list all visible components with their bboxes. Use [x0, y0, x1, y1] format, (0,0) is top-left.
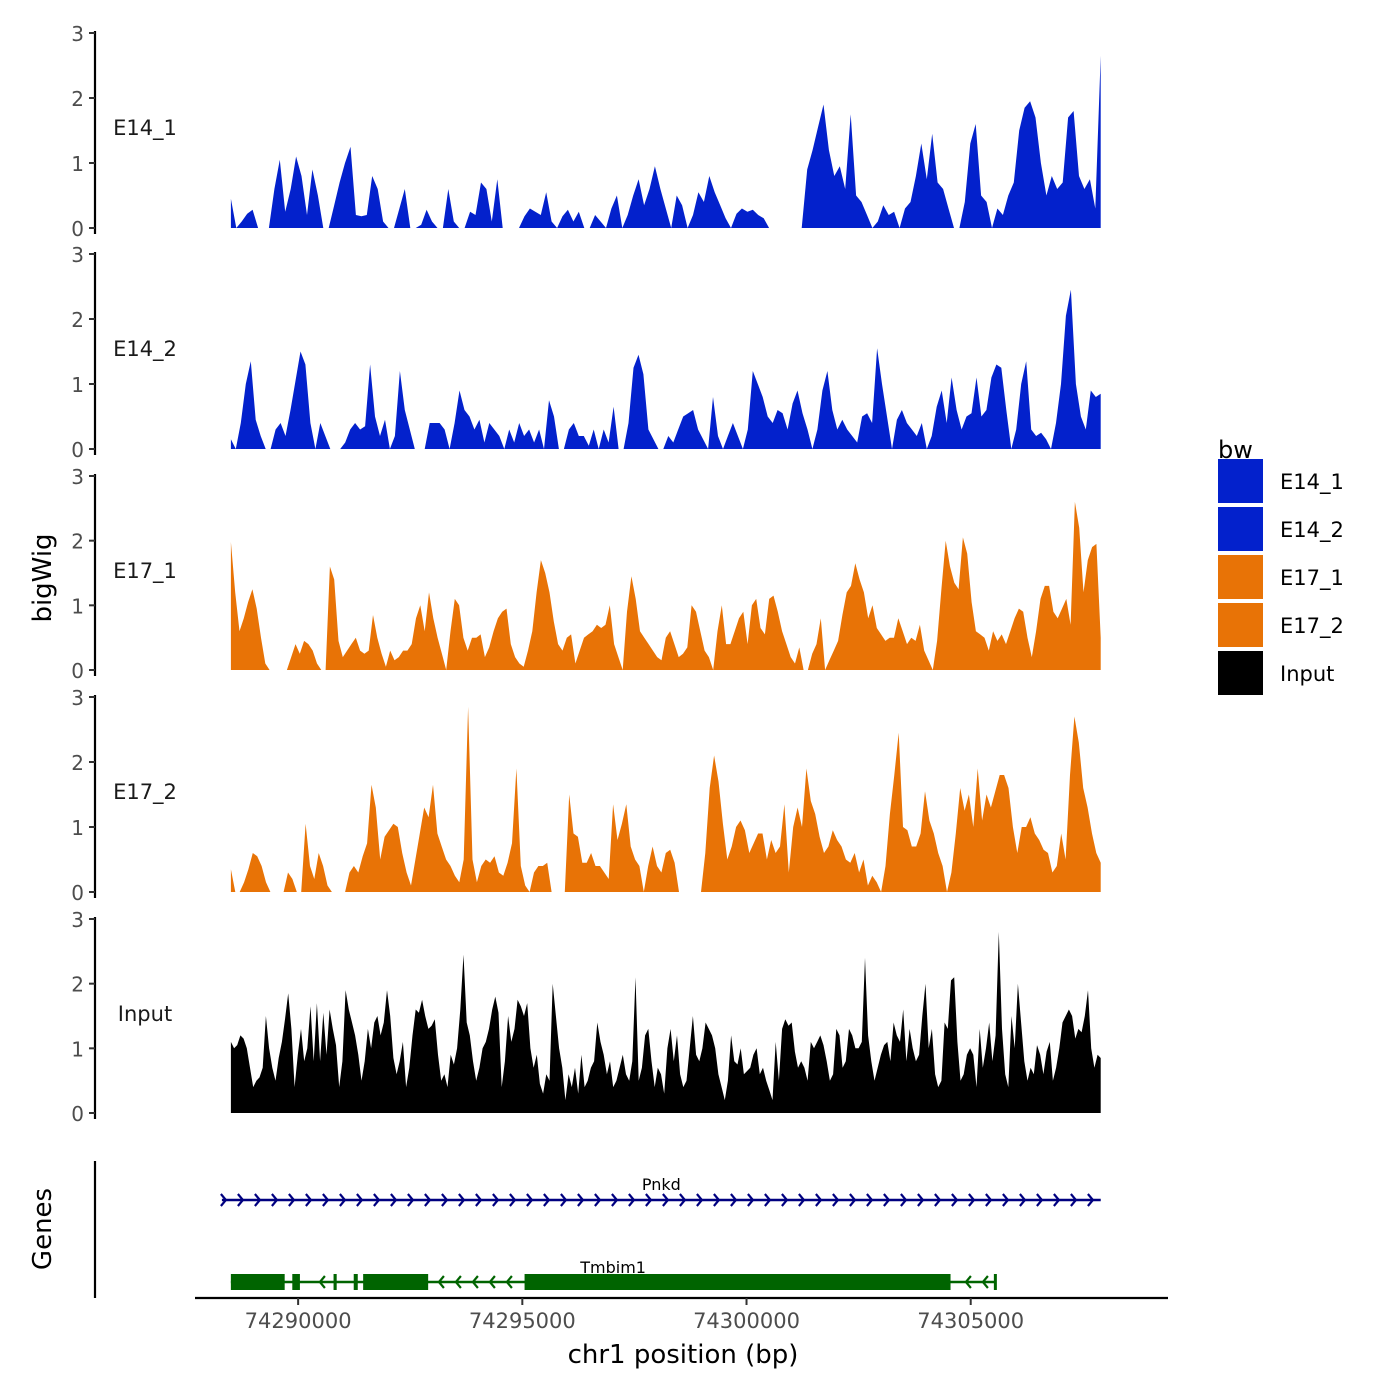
legend-label: E14_2	[1280, 518, 1344, 543]
x-tick-label: 74300000	[693, 1309, 800, 1333]
y-tick-label: 2	[71, 530, 84, 554]
legend-entry-Input: Input	[1218, 651, 1334, 695]
track-label: E17_2	[113, 780, 177, 805]
y-tick-label: 0	[71, 659, 84, 683]
gene-Pnkd: Pnkd	[220, 1175, 1101, 1207]
genes-axis-title: Genes	[28, 1188, 58, 1270]
legend-swatch	[1218, 651, 1263, 695]
y-tick-label: 0	[71, 438, 84, 462]
track-E17_1: 0 1 2 3 E17_1	[71, 465, 1101, 683]
coverage-tracks: 0 1 2 3 E14_1 0 1 2 3 E14_2 0 1 2 3 E17_1 0 1 2 3 E17_2 0 1 2 3…	[71, 22, 1101, 1126]
exon-block	[333, 1274, 337, 1290]
y-tick-label: 0	[71, 217, 84, 241]
strand-chevrons	[318, 1275, 989, 1289]
x-tick-label: 74295000	[469, 1309, 576, 1333]
track-label: E17_1	[113, 559, 177, 584]
coverage-area-E14_2	[230, 289, 1101, 449]
y-tick-label: 2	[71, 751, 84, 775]
y-tick-label: 3	[71, 465, 84, 489]
legend-entry-E14_1: E14_1	[1218, 459, 1344, 503]
legend-swatch	[1218, 459, 1263, 503]
legend-label: E14_1	[1280, 470, 1344, 495]
y-tick-label: 2	[71, 973, 84, 997]
coverage-area-Input	[230, 931, 1101, 1113]
x-axis-title: chr1 position (bp)	[568, 1340, 799, 1370]
y-tick-label: 1	[71, 816, 84, 840]
y-tick-label: 3	[71, 22, 84, 46]
legend-entry-E17_2: E17_2	[1218, 603, 1344, 647]
y-tick-label: 3	[71, 243, 84, 267]
legend-swatch	[1218, 555, 1263, 599]
gene-Tmbim1: Tmbim1	[230, 1258, 997, 1290]
y-tick-label: 1	[71, 373, 84, 397]
track-label: Input	[118, 1002, 172, 1026]
track-E14_2: 0 1 2 3 E14_2	[71, 243, 1101, 462]
coverage-area-E17_2	[230, 706, 1101, 892]
y-tick-label: 0	[71, 1102, 84, 1126]
y-tick-label: 3	[71, 908, 84, 932]
x-tick-label: 74290000	[245, 1309, 352, 1333]
legend-title: bw	[1218, 436, 1253, 464]
exon-block	[353, 1274, 358, 1290]
legend-label: Input	[1280, 662, 1334, 686]
y-tick-label: 2	[71, 87, 84, 111]
strand-chevrons	[220, 1193, 1095, 1207]
y-tick-label: 0	[71, 881, 84, 905]
track-label: E14_2	[113, 337, 177, 362]
y-tick-label: 1	[71, 594, 84, 618]
y-tick-label: 3	[71, 686, 84, 710]
y-tick-label: 2	[71, 308, 84, 332]
coverage-area-E14_1	[230, 55, 1101, 228]
x-axis: 74290000 74295000 74300000 74305000	[195, 1296, 1168, 1333]
legend-label: E17_2	[1280, 614, 1344, 639]
gene-label: Pnkd	[642, 1175, 681, 1194]
gene-label: Tmbim1	[579, 1258, 646, 1277]
gene-track: Pnkd Tmbim1	[93, 1161, 1101, 1298]
track-E17_2: 0 1 2 3 E17_2	[71, 686, 1101, 905]
legend-label: E17_1	[1280, 566, 1344, 591]
track-Input: 0 1 2 3 Input	[71, 908, 1101, 1126]
legend-entry-E17_1: E17_1	[1218, 555, 1344, 599]
exon-block	[363, 1274, 429, 1290]
legend: E14_1 E14_2 E17_1 E17_2 Input	[1218, 459, 1344, 695]
y-tick-label: 1	[71, 1037, 84, 1061]
legend-swatch	[1218, 507, 1263, 551]
x-tick-label: 74305000	[917, 1309, 1024, 1333]
legend-entry-E14_2: E14_2	[1218, 507, 1344, 551]
track-E14_1: 0 1 2 3 E14_1	[71, 22, 1101, 241]
exon-block	[230, 1274, 285, 1290]
exon-block	[524, 1274, 951, 1290]
y-tick-label: 1	[71, 152, 84, 176]
track-label: E14_1	[113, 116, 177, 141]
coverage-area-E17_1	[230, 501, 1101, 670]
y-axis-title: bigWig	[28, 533, 58, 622]
legend-swatch	[1218, 603, 1263, 647]
exon-block	[292, 1274, 300, 1290]
